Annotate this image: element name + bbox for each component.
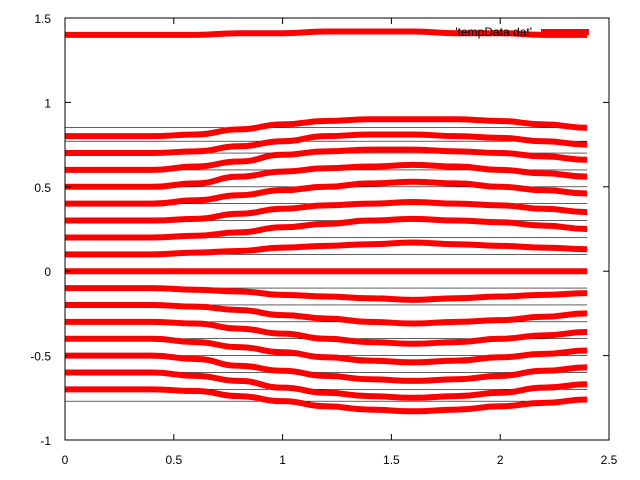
x-tick-label: 2 xyxy=(497,453,504,467)
series-line xyxy=(65,28,588,38)
series-line xyxy=(65,369,588,401)
x-tick-label: 0 xyxy=(62,453,69,467)
y-tick-label: 0 xyxy=(44,265,51,279)
y-tick-label: 1.5 xyxy=(34,12,51,26)
y-tick-label: 1 xyxy=(44,96,51,110)
plot-border xyxy=(64,17,610,441)
x-tick-label: 0.5 xyxy=(165,453,182,467)
y-tick-label: -0.5 xyxy=(30,350,51,364)
series-line xyxy=(65,352,588,384)
y-tick-label: -1 xyxy=(40,434,51,448)
series-line xyxy=(64,386,588,415)
y-tick-label: 0.5 xyxy=(34,181,51,195)
series-line xyxy=(64,116,588,140)
plot-frame xyxy=(64,17,610,441)
series-line xyxy=(65,301,588,327)
series-line xyxy=(64,215,588,241)
series-line xyxy=(65,335,588,366)
series-line xyxy=(64,178,588,207)
legend-label: 'tempData.dat' xyxy=(455,25,532,39)
x-tick-label: 1 xyxy=(279,453,286,467)
series-line xyxy=(64,161,588,190)
series-line xyxy=(65,239,588,258)
data-series xyxy=(64,28,588,415)
series-line xyxy=(65,318,588,347)
series-line xyxy=(64,198,588,224)
x-tick-label: 2.5 xyxy=(601,453,618,467)
legend: 'tempData.dat' xyxy=(455,25,589,39)
x-tick-label: 1.5 xyxy=(383,453,400,467)
axis-ticks xyxy=(64,17,610,441)
tick-labels: 0 0.5 1 1.5 2 2.5 -1 -0.5 0 0.5 1 1.5 xyxy=(30,12,617,467)
series-line xyxy=(65,285,588,303)
series-line xyxy=(64,131,588,157)
series-line xyxy=(64,146,588,173)
